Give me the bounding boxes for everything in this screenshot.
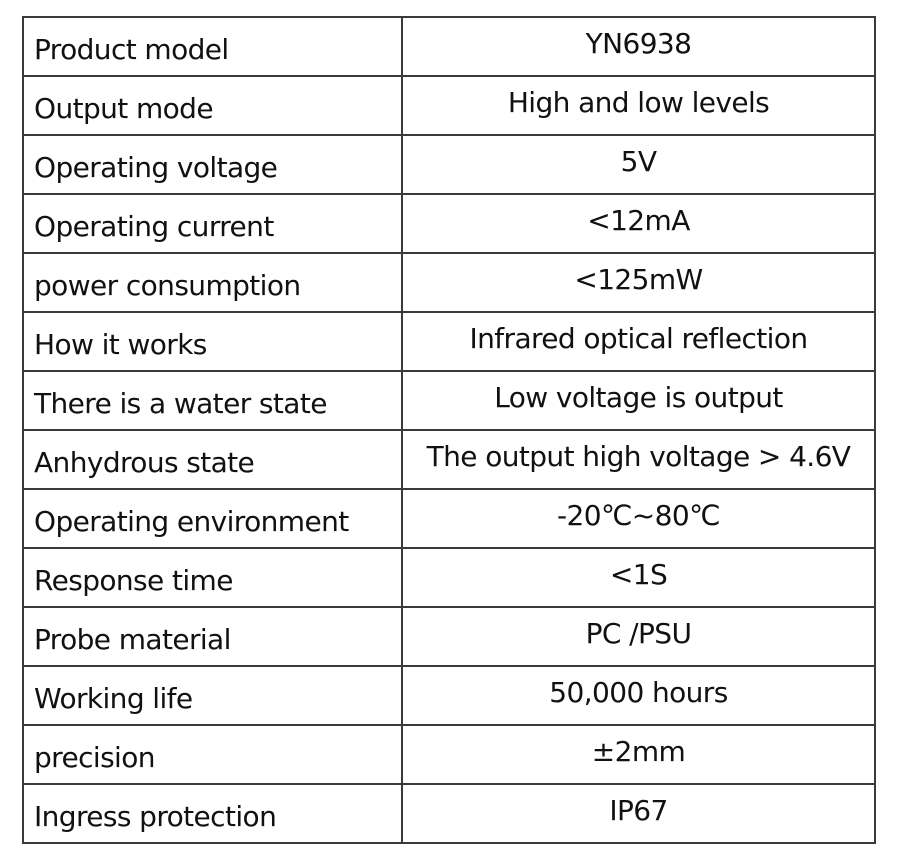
spec-label: Working life	[22, 665, 403, 726]
table-row: Probe material PC /PSU	[22, 606, 876, 667]
spec-value: YN6938	[401, 16, 876, 77]
table-row: Operating voltage 5V	[22, 134, 876, 195]
spec-label: Response time	[22, 547, 403, 608]
spec-label: Operating environment	[22, 488, 403, 549]
spec-value: <12mA	[401, 193, 876, 254]
spec-label: Probe material	[22, 606, 403, 667]
spec-label: Operating current	[22, 193, 403, 254]
spec-label: power consumption	[22, 252, 403, 313]
table-row: Product model YN6938	[22, 16, 876, 77]
spec-value: <1S	[401, 547, 876, 608]
spec-label: Ingress protection	[22, 783, 403, 844]
spec-label: How it works	[22, 311, 403, 372]
spec-label: Output mode	[22, 75, 403, 136]
table-row: Operating environment -20℃~80℃	[22, 488, 876, 549]
spec-value: 50,000 hours	[401, 665, 876, 726]
spec-value: High and low levels	[401, 75, 876, 136]
spec-value: <125mW	[401, 252, 876, 313]
spec-value: IP67	[401, 783, 876, 844]
table-row: Ingress protection IP67	[22, 783, 876, 844]
table-row: power consumption <125mW	[22, 252, 876, 313]
spec-value: The output high voltage > 4.6V	[401, 429, 876, 490]
spec-value: Low voltage is output	[401, 370, 876, 431]
spec-value: -20℃~80℃	[401, 488, 876, 549]
table-row: Anhydrous state The output high voltage …	[22, 429, 876, 490]
spec-value: 5V	[401, 134, 876, 195]
table-row: Output mode High and low levels	[22, 75, 876, 136]
table-row: There is a water state Low voltage is ou…	[22, 370, 876, 431]
spec-table: Product model YN6938 Output mode High an…	[22, 16, 876, 844]
spec-label: There is a water state	[22, 370, 403, 431]
spec-label: Anhydrous state	[22, 429, 403, 490]
spec-value: PC /PSU	[401, 606, 876, 667]
spec-label: Product model	[22, 16, 403, 77]
spec-label: precision	[22, 724, 403, 785]
table-row: Working life 50,000 hours	[22, 665, 876, 726]
table-row: How it works Infrared optical reflection	[22, 311, 876, 372]
spec-value: Infrared optical reflection	[401, 311, 876, 372]
spec-value: ±2mm	[401, 724, 876, 785]
spec-label: Operating voltage	[22, 134, 403, 195]
table-row: precision ±2mm	[22, 724, 876, 785]
table-row: Operating current <12mA	[22, 193, 876, 254]
table-row: Response time <1S	[22, 547, 876, 608]
